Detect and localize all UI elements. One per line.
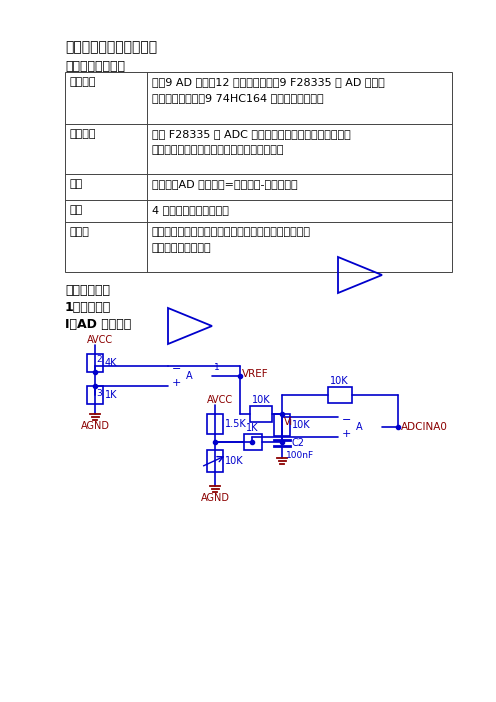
- Text: +: +: [172, 378, 182, 388]
- Text: AVCC: AVCC: [207, 395, 233, 405]
- Text: 二、详细设计: 二、详细设计: [65, 284, 110, 297]
- Text: 数码管显示，熟怈9 74HC164 芯片的操作时序。: 数码管显示，熟怈9 74HC164 芯片的操作时序。: [152, 93, 323, 103]
- Text: C2: C2: [292, 438, 305, 448]
- Bar: [328, 387, 352, 403]
- Text: Vi: Vi: [284, 417, 293, 427]
- Text: ADCINA0: ADCINA0: [401, 422, 448, 432]
- Text: AGND: AGND: [201, 493, 230, 503]
- Bar: [207, 450, 223, 472]
- Text: 10K: 10K: [252, 395, 271, 405]
- Text: 实时性: 实时性: [70, 227, 90, 237]
- Bar: [87, 386, 103, 404]
- Bar: [274, 414, 290, 436]
- Bar: [65, 72, 452, 272]
- Text: AVCC: AVCC: [87, 335, 113, 345]
- Text: 通过 F28335 的 ADC 输入引脚，实时完成外部电压的采: 通过 F28335 的 ADC 输入引脚，实时完成外部电压的采: [152, 129, 351, 139]
- Text: AGND: AGND: [81, 421, 110, 431]
- Text: 10K: 10K: [292, 420, 310, 430]
- Text: 1: 1: [214, 362, 220, 371]
- Text: VREF: VREF: [242, 369, 269, 379]
- Text: 设计方案: 设计方案: [70, 129, 97, 139]
- Text: −: −: [172, 364, 182, 374]
- Text: 10K: 10K: [225, 456, 244, 466]
- Text: 4K: 4K: [105, 358, 118, 368]
- Text: A: A: [356, 422, 363, 432]
- Text: −: −: [342, 415, 351, 425]
- Bar: [87, 354, 103, 372]
- Text: 输出: 输出: [70, 205, 83, 215]
- Text: 输入: 输入: [70, 179, 83, 189]
- Text: 电压値（AD 输入电压=输入电压-参考电压）: 电压値（AD 输入电压=输入电压-参考电压）: [152, 179, 298, 189]
- Text: 100nF: 100nF: [286, 451, 314, 461]
- Bar: [207, 414, 223, 434]
- Text: 样、转换、输出，转换结果通过数码管显示。: 样、转换、输出，转换结果通过数码管显示。: [152, 145, 285, 155]
- Text: 一、系统设计方案: 一、系统设计方案: [65, 60, 125, 73]
- Text: 3: 3: [96, 388, 102, 397]
- Bar: [250, 406, 272, 422]
- Text: +: +: [342, 429, 351, 439]
- Text: 4 位数码管显示转换结果: 4 位数码管显示转换结果: [152, 205, 229, 215]
- Text: A: A: [186, 371, 192, 381]
- Text: 10K: 10K: [330, 376, 349, 386]
- Text: 设计目的: 设计目的: [70, 77, 97, 87]
- Text: 1、硬件设计: 1、硬件设计: [65, 301, 111, 314]
- Text: 熟怈9 AD 转换（12 位精度），熟怈9 F28335 的 AD 模块与: 熟怈9 AD 转换（12 位精度），熟怈9 F28335 的 AD 模块与: [152, 77, 385, 87]
- Text: 2: 2: [96, 355, 102, 364]
- Text: 第二部分：系统设计正文: 第二部分：系统设计正文: [65, 40, 157, 54]
- Text: 1K: 1K: [246, 423, 258, 433]
- Bar: [244, 434, 261, 450]
- Text: I、AD 转换原理: I、AD 转换原理: [65, 318, 131, 331]
- Text: 1.5K: 1.5K: [225, 419, 247, 429]
- Text: 1K: 1K: [105, 390, 118, 400]
- Text: 调节可变电阔阻値，改变输入电压，数码管显示的转换: 调节可变电阔阻値，改变输入电压，数码管显示的转换: [152, 227, 311, 237]
- Text: 结果作出相应变化。: 结果作出相应变化。: [152, 243, 212, 253]
